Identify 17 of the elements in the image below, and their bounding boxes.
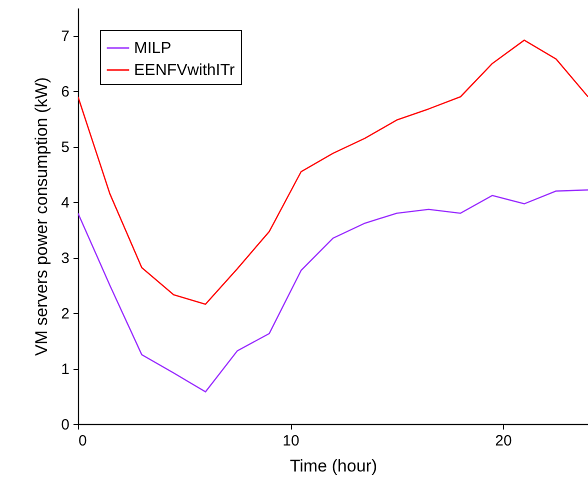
y-tick-label: 4 <box>61 194 70 212</box>
y-tick-label: 1 <box>61 361 70 378</box>
x-tick-label: 10 <box>282 432 300 450</box>
x-axis-title: Time (hour) <box>290 456 378 476</box>
y-tick-label: 0 <box>61 416 70 434</box>
legend-label: MILP <box>134 40 172 57</box>
line-series <box>78 189 588 392</box>
y-tick-label: 6 <box>61 84 70 101</box>
y-tick-label: 2 <box>61 306 70 323</box>
y-tick-label: 3 <box>61 250 70 268</box>
legend-label: EENFVwithITr <box>134 62 236 79</box>
y-tick-label: 5 <box>61 139 70 156</box>
line-series <box>78 40 588 305</box>
x-tick-label: 20 <box>495 432 512 450</box>
x-tick-label: 0 <box>78 432 87 450</box>
y-tick-label: 7 <box>61 28 70 46</box>
y-axis-title: VM servers power consumption (kW) <box>32 77 52 356</box>
